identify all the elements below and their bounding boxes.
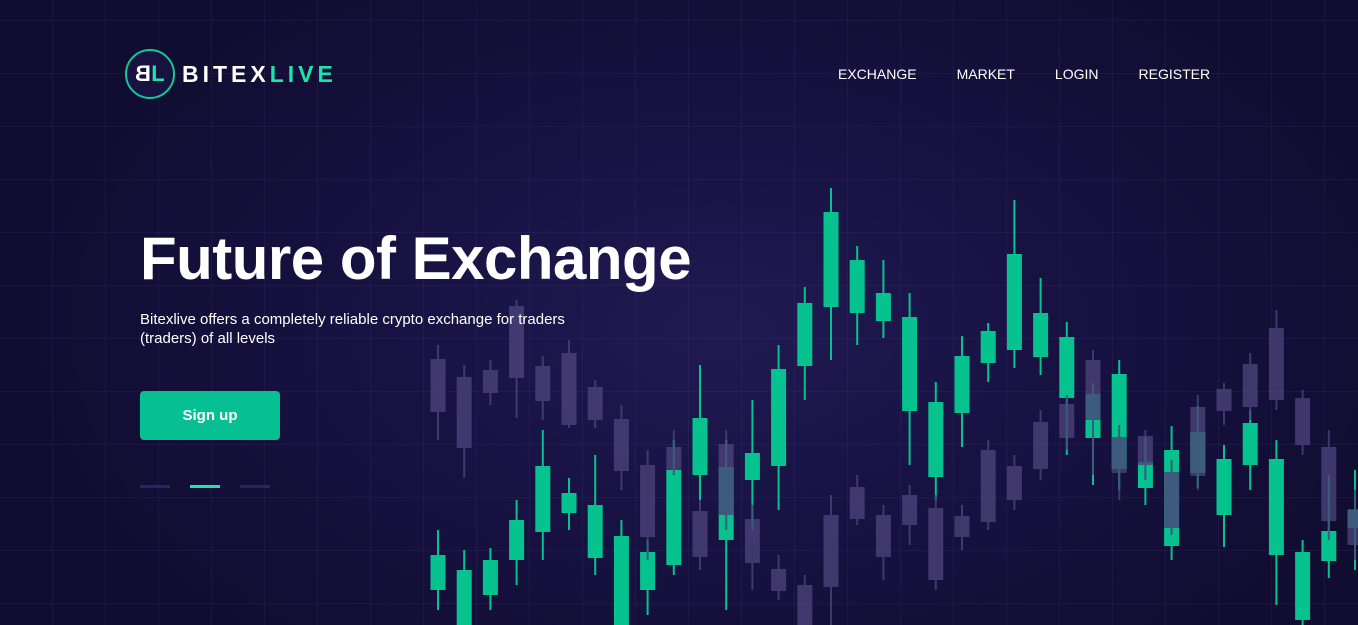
slide-indicator-3[interactable] [240, 485, 270, 488]
candle-down [613, 405, 629, 490]
candle-up [875, 260, 891, 338]
candle-down [1085, 350, 1101, 475]
candle-down [718, 430, 734, 530]
candle-down [980, 440, 996, 530]
candle-down [1216, 383, 1232, 425]
logo-text-white: BITEX [182, 60, 270, 87]
candle-up [902, 293, 918, 465]
candle-up [1216, 445, 1232, 547]
nav-exchange[interactable]: EXCHANGE [838, 66, 917, 82]
candle-down [744, 505, 760, 590]
candle-down [954, 505, 970, 550]
candle-down [1347, 490, 1358, 560]
candle-down [1268, 310, 1284, 410]
candle-up [1268, 440, 1284, 605]
candle-down [456, 365, 472, 478]
slider-indicators [140, 485, 270, 488]
candle-down [1059, 395, 1075, 450]
candle-down [430, 345, 446, 440]
candle-down [692, 500, 708, 570]
hero-description: Bitexlive offers a completely reliable c… [140, 311, 565, 347]
candle-up [1242, 410, 1258, 490]
candle-down [535, 356, 551, 420]
candle-up [928, 382, 944, 500]
candle-up [1295, 540, 1311, 625]
candle-down [849, 475, 865, 525]
candle-up [1033, 278, 1049, 375]
candle-down [1033, 410, 1049, 480]
slide-indicator-2[interactable] [190, 485, 220, 488]
logo-mark-b: B [136, 61, 152, 86]
sign-up-button[interactable]: Sign up [140, 391, 280, 440]
candle-up [613, 520, 629, 625]
candle-up [797, 287, 813, 400]
candle-up [456, 550, 472, 625]
candle-up [535, 430, 551, 560]
candle-up [482, 548, 498, 610]
candle-up [509, 500, 525, 585]
candle-up [771, 345, 787, 510]
candle-up [692, 365, 708, 500]
candle-down [509, 300, 525, 418]
candle-down [1164, 460, 1180, 535]
nav-login[interactable]: LOGIN [1054, 66, 1099, 82]
candle-down [666, 430, 682, 475]
logo-mark-l: L [151, 61, 164, 86]
logo-text: BITEXLIVE [182, 61, 337, 88]
candle-up [849, 246, 865, 345]
candle-up [1006, 200, 1022, 368]
candle-down [1137, 430, 1153, 480]
candle-up [430, 530, 446, 610]
nav-market[interactable]: MARKET [956, 66, 1015, 82]
candle-up [980, 323, 996, 382]
candle-down [587, 380, 603, 428]
candle-down [482, 360, 498, 405]
main-nav: EXCHANGE MARKET LOGIN REGISTER [838, 66, 1210, 82]
nav-register[interactable]: REGISTER [1138, 66, 1211, 82]
candle-down [1006, 455, 1022, 510]
logo-text-green: LIVE [269, 60, 337, 87]
candle-down [561, 340, 577, 428]
candle-down [1111, 425, 1127, 500]
candle-up [954, 336, 970, 447]
slide-indicator-1[interactable] [140, 485, 170, 488]
candle-down [928, 495, 944, 590]
candle-up [823, 188, 839, 360]
candle-down [771, 555, 787, 600]
hero-title: Future of Exchange [140, 225, 692, 292]
candle-down [640, 450, 656, 560]
candle-down [1242, 353, 1258, 420]
candle-down [1321, 430, 1337, 540]
candle-down [1190, 395, 1206, 490]
candle-down [823, 495, 839, 625]
candle-down [902, 485, 918, 545]
candle-down [875, 505, 891, 580]
candle-down [1295, 390, 1311, 455]
candle-down [797, 575, 813, 625]
candle-up [561, 478, 577, 530]
candle-up [587, 455, 603, 575]
